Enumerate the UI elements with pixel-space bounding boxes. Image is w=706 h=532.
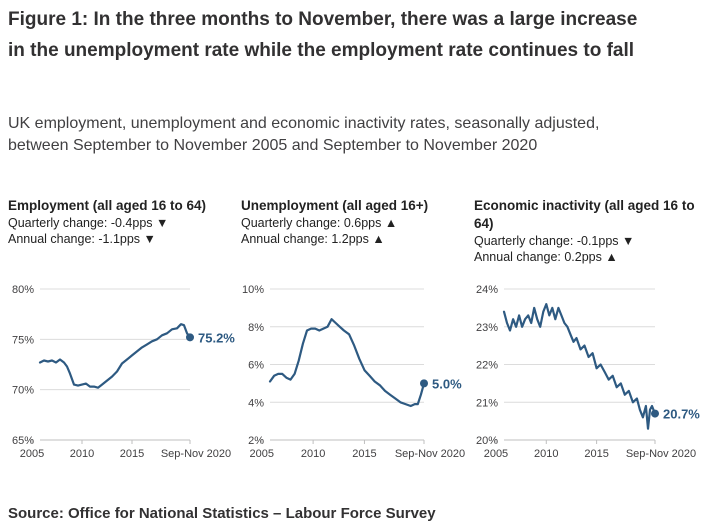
employment-end-label: 75.2% xyxy=(198,330,235,345)
inactivity-end-label: 20.7% xyxy=(663,407,700,422)
inactivity-ytick-label: 22% xyxy=(476,360,498,372)
unemployment-annual-change: Annual change: 1.2pps ▲ xyxy=(241,232,385,246)
employment-chart-title: Employment (all aged 16 to 64) xyxy=(8,198,207,213)
figure-title: Figure 1: In the three months to Novembe… xyxy=(8,9,638,61)
employment-chart: 80% 75% 70% 65%2005 2010 2015 Sep-Nov 2020 75.2… xyxy=(12,284,235,460)
inactivity-quarterly-change: Quarterly change: -0.1pps ▼ xyxy=(474,234,635,248)
inactivity-annual-change: Annual change: 0.2pps ▲ xyxy=(474,250,618,264)
employment-series-line xyxy=(38,323,192,389)
employment-xtick-label: 2010 xyxy=(70,448,94,460)
inactivity-chart-title: Economic inactivity (all aged 16 to 64) xyxy=(474,198,695,231)
employment-ytick-label: 80% xyxy=(12,284,34,296)
employment-xtick-label: Sep-Nov 2020 xyxy=(161,448,231,460)
unemployment-series-line xyxy=(268,318,426,408)
inactivity-header: Economic inactivity (all aged 16 to 64) … xyxy=(474,197,699,265)
inactivity-xtick-label: Sep-Nov 2020 xyxy=(626,448,696,460)
employment-ytick-label: 65% xyxy=(12,435,34,447)
unemployment-xtick-label: 2015 xyxy=(352,448,376,460)
unemployment-end-point xyxy=(420,379,428,388)
unemployment-end-label: 5.0% xyxy=(432,376,462,391)
unemployment-ytick-label: 4% xyxy=(248,397,264,409)
employment-header: Employment (all aged 16 to 64) Quarterly… xyxy=(8,197,233,247)
inactivity-ytick-label: 20% xyxy=(476,435,498,447)
unemployment-chart: 10% 8% 6% 4% 2%2005 2010 2015 Sep-Nov 2020 5.0% xyxy=(242,284,465,460)
inactivity-ytick-label: 24% xyxy=(476,284,498,296)
employment-end-point xyxy=(186,333,194,342)
unemployment-xtick-label: 2010 xyxy=(301,448,325,460)
small-multiple-line-charts: 80%75%70%65%2005 2010 2015 Sep-Nov 202075.2… xyxy=(12,284,700,460)
figure-subtitle: UK employment, unemployment and economic… xyxy=(8,115,600,154)
source-note: Source: Office for National Statistics –… xyxy=(8,505,436,522)
inactivity-xtick-label: 2010 xyxy=(534,448,558,460)
unemployment-ytick-label: 8% xyxy=(248,322,264,334)
unemployment-ytick-label: 2% xyxy=(248,435,264,447)
employment-ytick-label: 75% xyxy=(12,334,34,346)
unemployment-ytick-label: 6% xyxy=(248,360,264,372)
inactivity-xtick-label: 2015 xyxy=(584,448,608,460)
inactivity-chart: 24% 23% 22% 21% 20%2005 2010 2015 Sep-Nov 2020 2… xyxy=(476,284,700,460)
inactivity-ytick-label: 23% xyxy=(476,322,498,334)
unemployment-xtick-label: 2005 xyxy=(250,448,274,460)
unemployment-ytick-label: 10% xyxy=(242,284,264,296)
employment-quarterly-change: Quarterly change: -0.4pps ▼ xyxy=(8,216,169,230)
inactivity-series-line xyxy=(502,303,657,430)
employment-ytick-label: 70% xyxy=(12,385,34,397)
unemployment-header: Unemployment (all aged 16+) Quarterly ch… xyxy=(241,197,466,247)
employment-xtick-label: 2005 xyxy=(20,448,44,460)
unemployment-xtick-label: Sep-Nov 2020 xyxy=(395,448,465,460)
inactivity-ytick-label: 21% xyxy=(476,397,498,409)
inactivity-end-point xyxy=(651,409,659,418)
employment-xtick-label: 2015 xyxy=(120,448,144,460)
employment-annual-change: Annual change: -1.1pps ▼ xyxy=(8,232,156,246)
unemployment-chart-title: Unemployment (all aged 16+) xyxy=(241,198,429,213)
inactivity-xtick-label: 2005 xyxy=(484,448,508,460)
unemployment-quarterly-change: Quarterly change: 0.6pps ▲ xyxy=(241,216,398,230)
